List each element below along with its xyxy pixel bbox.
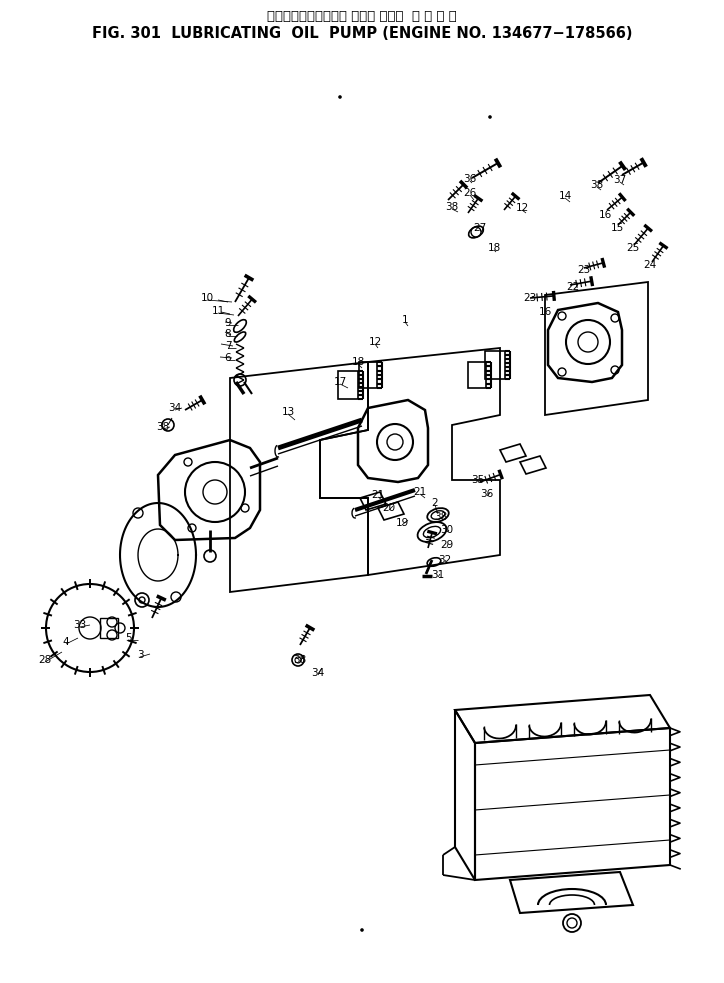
Text: 38: 38: [445, 202, 458, 212]
Text: 21: 21: [371, 490, 384, 500]
Text: FIG. 301  LUBRICATING  OIL  PUMP (ENGINE NO. 134677−178566): FIG. 301 LUBRICATING OIL PUMP (ENGINE NO…: [92, 26, 632, 41]
Text: 7: 7: [224, 341, 231, 351]
Text: 12: 12: [515, 203, 529, 213]
Text: 16: 16: [539, 307, 552, 317]
Text: 38: 38: [293, 655, 307, 665]
Text: 18: 18: [351, 357, 365, 367]
Text: 34: 34: [169, 403, 182, 413]
Text: 12: 12: [369, 337, 382, 347]
Text: 17: 17: [333, 377, 347, 387]
Text: 33: 33: [73, 620, 87, 630]
Text: 16: 16: [598, 210, 612, 220]
Text: 34: 34: [311, 668, 324, 678]
Text: 11: 11: [211, 306, 224, 316]
Circle shape: [338, 95, 342, 99]
Text: 31: 31: [432, 570, 445, 580]
Text: 15: 15: [610, 223, 623, 233]
Text: 38: 38: [156, 422, 169, 432]
Text: 8: 8: [224, 329, 231, 339]
Text: 38: 38: [434, 512, 447, 522]
Text: 29: 29: [440, 540, 454, 550]
Text: 2: 2: [432, 498, 438, 508]
Text: 5: 5: [125, 633, 131, 643]
Text: 30: 30: [440, 525, 453, 535]
Text: 38: 38: [590, 180, 604, 190]
Text: 27: 27: [473, 223, 487, 233]
Circle shape: [488, 115, 492, 119]
Text: 36: 36: [463, 174, 476, 184]
Text: 1: 1: [402, 315, 408, 325]
Text: 6: 6: [224, 353, 231, 363]
Text: 21: 21: [413, 487, 426, 497]
Text: 13: 13: [282, 407, 295, 417]
Text: 18: 18: [487, 243, 500, 253]
Text: 23: 23: [577, 265, 591, 275]
Text: 24: 24: [644, 260, 657, 270]
Text: 36: 36: [481, 489, 494, 499]
Text: 3: 3: [137, 650, 143, 660]
Text: 9: 9: [224, 318, 231, 328]
Text: 4: 4: [63, 637, 70, 647]
Text: 25: 25: [626, 243, 639, 253]
Text: 26: 26: [463, 188, 476, 198]
Text: 32: 32: [438, 555, 452, 565]
Text: 20: 20: [382, 503, 395, 513]
Text: 23: 23: [523, 293, 536, 303]
Text: 19: 19: [395, 518, 408, 528]
Text: ルーブリケーティング オイル ポンプ  適 用 号 機: ルーブリケーティング オイル ポンプ 適 用 号 機: [267, 10, 457, 23]
Circle shape: [361, 928, 363, 932]
Text: 37: 37: [613, 175, 627, 185]
Text: 28: 28: [38, 655, 51, 665]
Text: 10: 10: [201, 293, 214, 303]
Text: 14: 14: [558, 191, 572, 201]
Text: 35: 35: [471, 475, 484, 485]
Text: 22: 22: [566, 282, 580, 292]
